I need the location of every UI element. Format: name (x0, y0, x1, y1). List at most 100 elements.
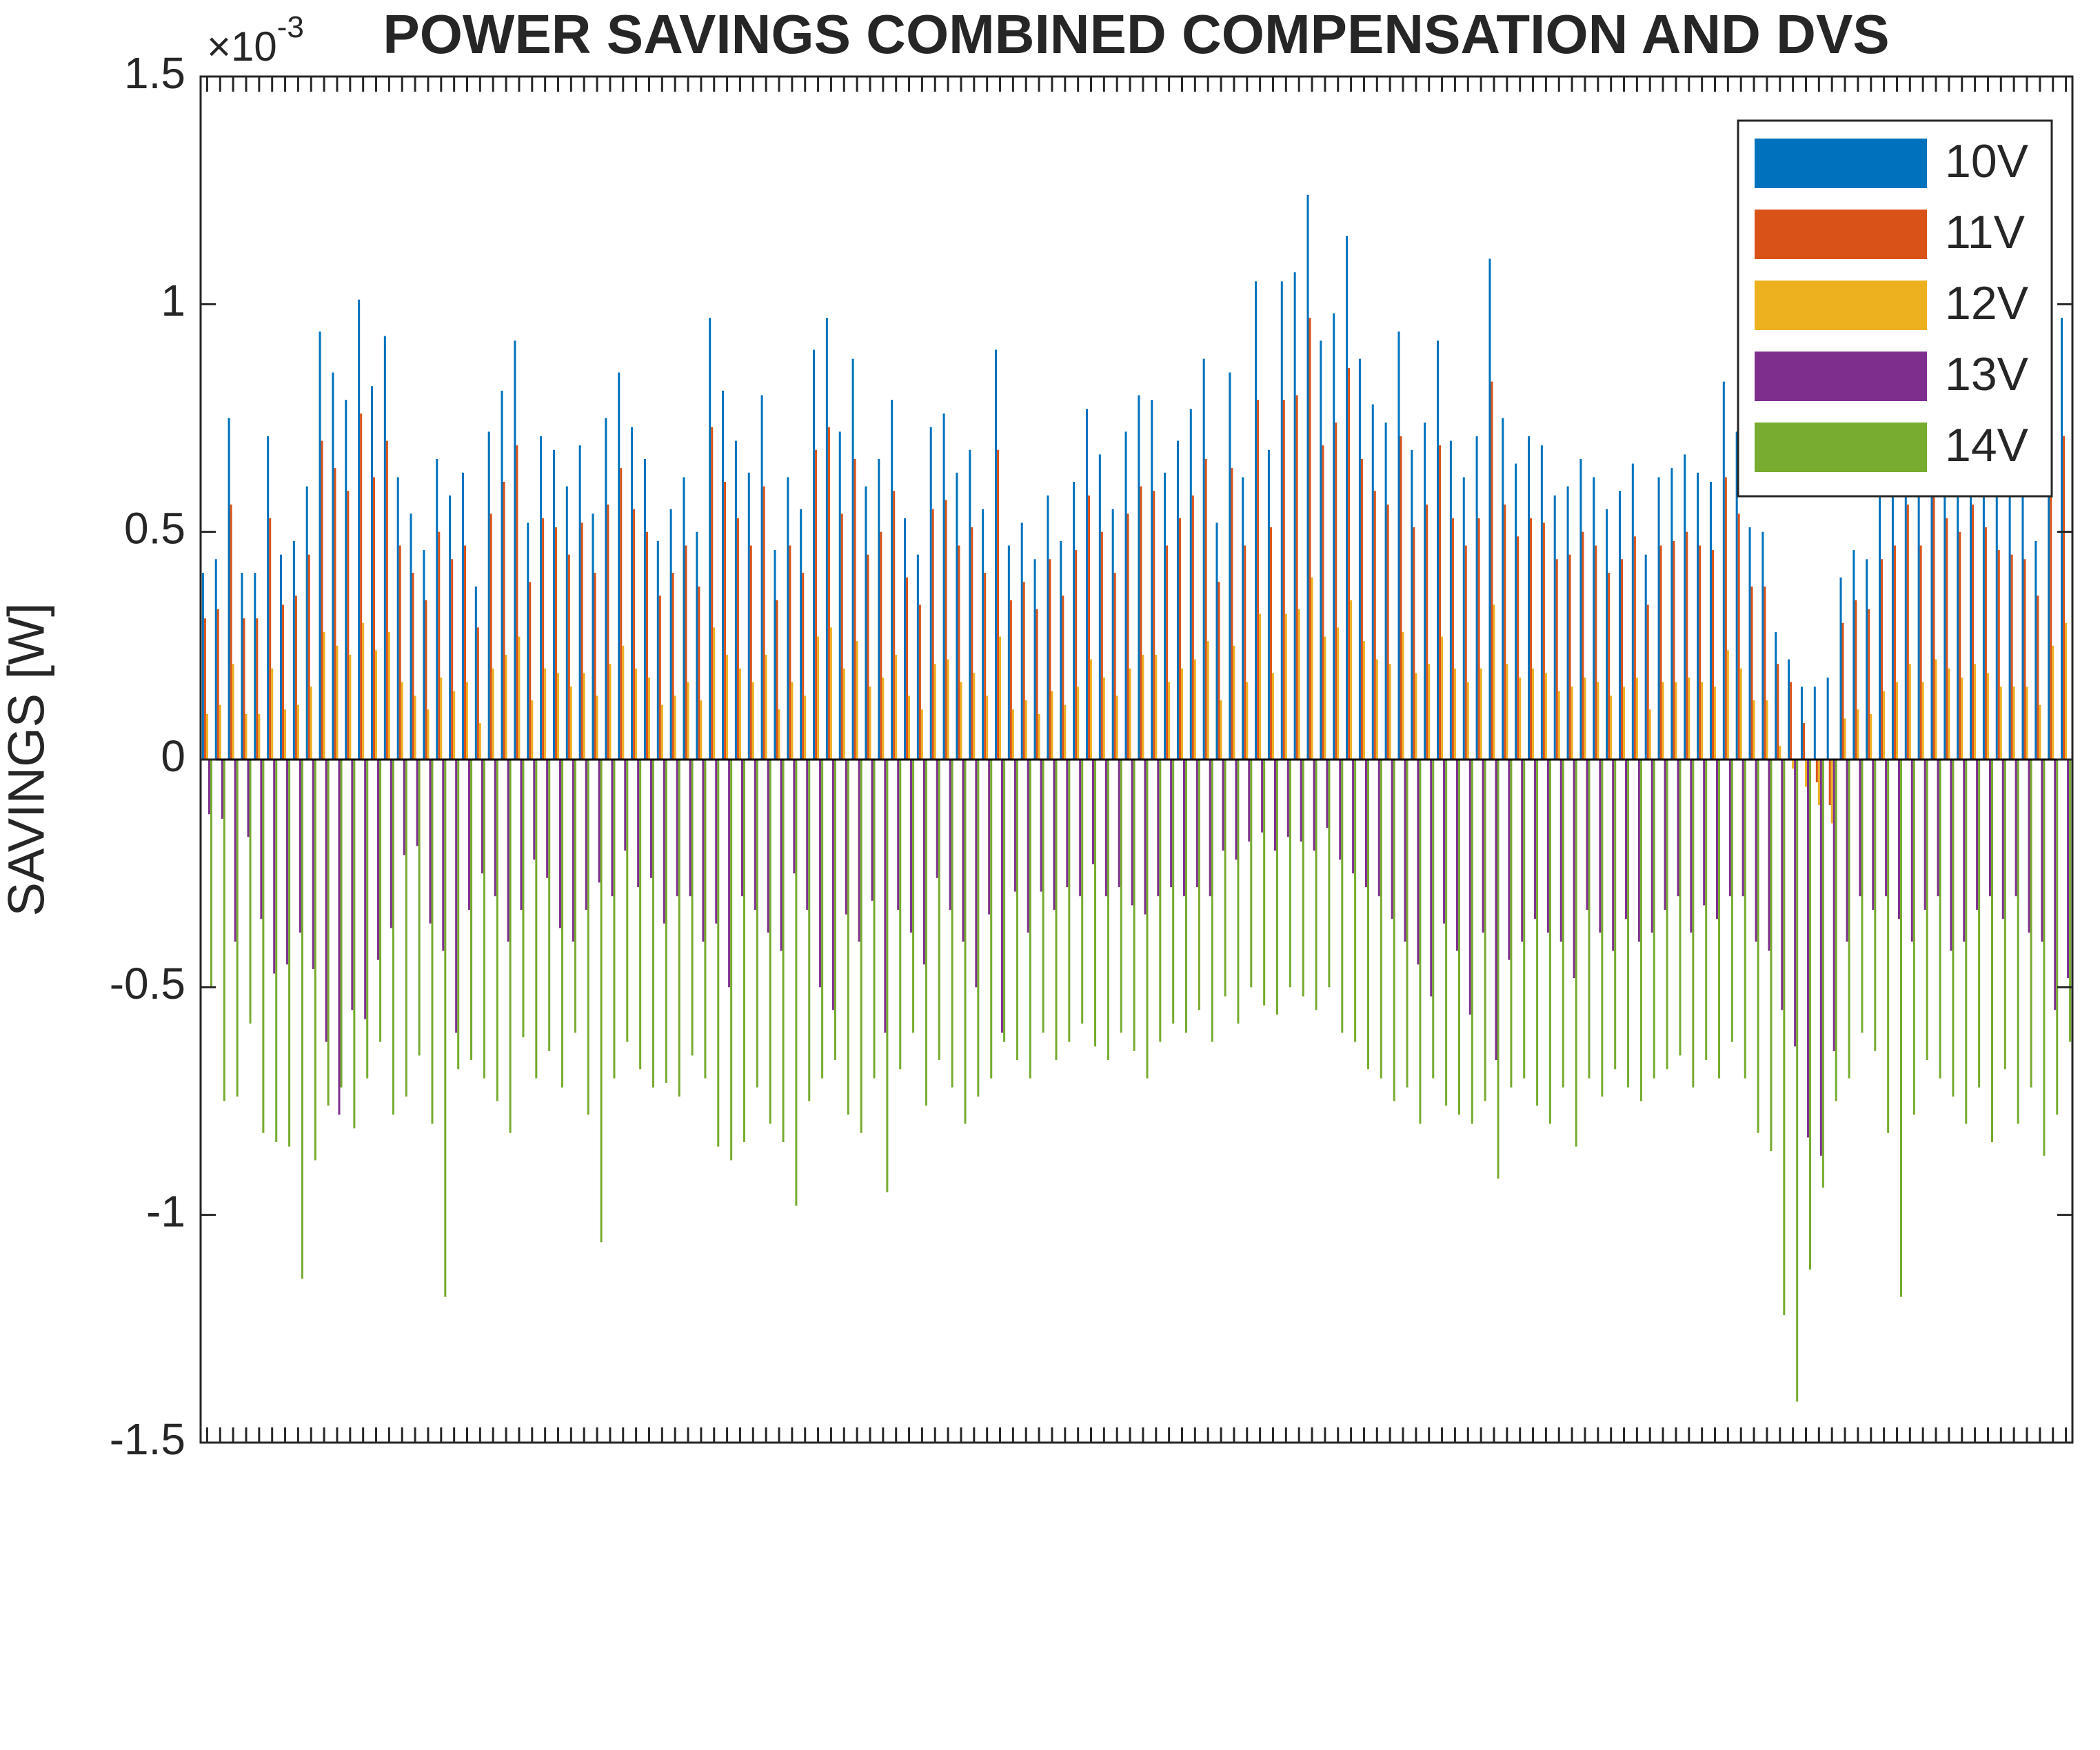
bar (221, 760, 223, 819)
bar (245, 713, 248, 760)
bar (1633, 536, 1636, 760)
bar (1566, 486, 1569, 760)
bar (546, 760, 549, 878)
bar (569, 686, 572, 760)
bar (1946, 518, 1948, 760)
bar (969, 449, 971, 760)
bar (565, 486, 568, 760)
bar (1468, 760, 1471, 1015)
bar (1391, 760, 1393, 919)
bar (1839, 577, 1842, 760)
bar (548, 760, 551, 1051)
bar (554, 527, 557, 760)
bar (1464, 545, 1467, 760)
bar (1341, 760, 1344, 1033)
bar (1536, 760, 1539, 1106)
bar (1488, 258, 1491, 760)
bar (1413, 527, 1415, 760)
bar (806, 760, 809, 910)
bar (323, 632, 325, 760)
bar (1813, 686, 1816, 760)
bar (769, 760, 771, 1124)
bar (2043, 760, 2046, 1156)
bar (1155, 655, 1158, 760)
bar (1910, 760, 1913, 942)
bar (1852, 550, 1855, 760)
bar (600, 760, 603, 1243)
bar (1222, 760, 1224, 851)
bar (780, 760, 783, 951)
bar (736, 518, 739, 760)
bar (1508, 760, 1511, 960)
bar (999, 636, 1002, 760)
bar (749, 545, 752, 760)
bar (1036, 609, 1038, 760)
bar (1699, 545, 1702, 760)
bar (1484, 760, 1486, 1101)
bar (1218, 582, 1220, 760)
bar (1064, 704, 1067, 760)
bar (1042, 760, 1044, 1033)
bar (1087, 495, 1091, 760)
bar (1557, 691, 1560, 760)
bar (203, 618, 206, 760)
bar (1883, 691, 1886, 760)
bar (412, 573, 414, 760)
bar (1879, 495, 1881, 760)
bar (336, 645, 339, 760)
bar (1081, 760, 1084, 1024)
bar (1360, 458, 1363, 760)
bar (1794, 760, 1797, 1047)
bar (717, 760, 720, 1147)
bar (886, 760, 889, 1192)
bar (1796, 760, 1799, 1402)
bar (1753, 700, 1755, 760)
bar (1957, 458, 1959, 760)
bar (377, 760, 380, 960)
bar (1047, 495, 1049, 760)
bar (542, 518, 545, 760)
bar (1646, 604, 1649, 760)
bar (325, 760, 327, 1042)
bar (765, 655, 767, 760)
bar (418, 760, 421, 1056)
bar (1870, 713, 1872, 760)
bar (635, 668, 638, 760)
bar (1085, 409, 1088, 760)
bar (1714, 686, 1717, 760)
bar (1670, 468, 1673, 760)
bar (431, 760, 434, 1124)
bar (1912, 760, 1915, 1115)
bar (1937, 760, 1939, 897)
bar (1306, 194, 1309, 760)
bar (1764, 586, 1766, 760)
y-multiplier-base: ×10 (207, 23, 277, 70)
bar (1255, 281, 1258, 760)
bar (845, 760, 847, 915)
bar (1542, 522, 1545, 760)
bar (1965, 760, 1968, 1124)
bar (476, 627, 479, 760)
bar (613, 760, 616, 1079)
bar (1899, 760, 1903, 1297)
bar (1295, 395, 1298, 760)
bar (1809, 760, 1812, 1270)
bar (1237, 760, 1240, 1024)
bar (791, 682, 794, 760)
bar (205, 713, 208, 760)
bar (1062, 596, 1064, 760)
bar (1075, 550, 1078, 760)
bar (1988, 760, 1991, 897)
bar (1491, 381, 1493, 760)
bar (1269, 527, 1272, 760)
bar (997, 449, 1000, 760)
bar (379, 760, 382, 1042)
bar (1935, 659, 1937, 760)
bar (1003, 760, 1006, 1042)
bar (1016, 760, 1018, 1061)
bar (1635, 678, 1638, 760)
bar (1324, 636, 1326, 760)
bar (1984, 527, 1987, 760)
bar (933, 664, 936, 760)
bar (1131, 760, 1133, 906)
